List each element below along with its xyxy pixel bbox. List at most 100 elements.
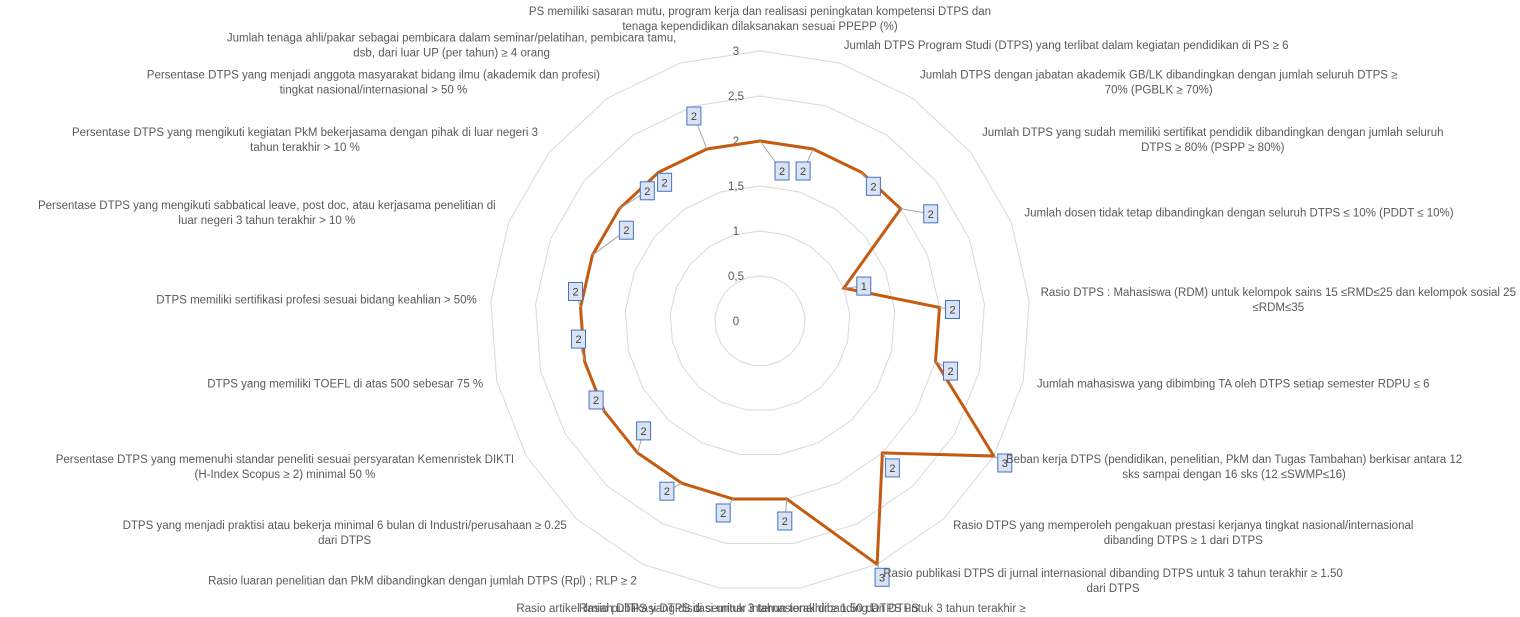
data-label: 2 <box>623 225 629 237</box>
category-label: DTPS memiliki sertifikasi profesi sesuai… <box>156 294 477 306</box>
radial-tick-label: 3 <box>733 46 739 58</box>
category-label-line: 70% (PGBLK ≥ 70%) <box>1105 84 1213 96</box>
data-label-box <box>657 172 673 192</box>
category-label: Jumlah mahasiswa yang dibimbing TA oleh … <box>1037 379 1430 391</box>
series-line <box>578 139 997 568</box>
data-label: 2 <box>662 177 668 189</box>
data-label-box <box>943 361 958 381</box>
category-label: Rasio DTPS : Mahasiswa (RDM) untuk kelom… <box>1041 287 1516 314</box>
data-label: 2 <box>641 426 647 438</box>
data-label: 2 <box>644 186 650 198</box>
data-label-box <box>715 503 731 523</box>
data-label: 2 <box>870 181 876 193</box>
radial-tick-label: 1,5 <box>728 181 744 193</box>
data-label-box <box>874 567 890 587</box>
data-label-box <box>795 161 811 181</box>
category-label-line: sks sampai dengan 16 sks (12 ≤SWMP≤16) <box>1122 469 1346 481</box>
data-label-box <box>659 481 675 501</box>
category-label: Beban kerja DTPS (pendidikan, penelitian… <box>1006 454 1462 481</box>
category-label-line: luar negeri 3 tahun terakhir > 10 % <box>178 215 355 227</box>
data-label: 2 <box>782 516 788 528</box>
radar-grid <box>490 50 1030 589</box>
category-label: Persentase DTPS yang mengikuti sabbatica… <box>38 200 496 227</box>
data-label-box <box>571 329 586 349</box>
category-label-line: DTPS memiliki sertifikasi profesi sesuai… <box>156 294 477 306</box>
data-label: 2 <box>575 334 581 346</box>
category-label: Jumlah dosen tidak tetap dibandingkan de… <box>1024 208 1453 220</box>
category-label-line: dari DTPS <box>318 535 371 547</box>
category-label-line: DTPS yang menjadi praktisi atau bekerja … <box>123 520 567 532</box>
category-label-line: Rasio artikel ilmiah DTPS yang disitasi … <box>516 603 919 615</box>
data-label: 2 <box>800 166 806 178</box>
category-label-line: tahun terakhir > 10 % <box>250 142 360 154</box>
category-label: Rasio luaran penelitian dan PkM dibandin… <box>208 575 637 587</box>
category-label: Rasio artikel ilmiah DTPS yang disitasi … <box>516 603 919 615</box>
data-label: 2 <box>572 287 578 299</box>
category-label-line: Jumlah mahasiswa yang dibimbing TA oleh … <box>1037 379 1430 391</box>
category-labels: PS memiliki sasaran mutu, program kerja … <box>38 6 1516 615</box>
gridline-ring <box>535 95 985 544</box>
category-label: Jumlah DTPS yang sudah memiliki sertifik… <box>982 127 1444 154</box>
category-label-line: PS memiliki sasaran mutu, program kerja … <box>529 6 991 18</box>
category-label: Rasio publikasi DTPS di seminar internas… <box>579 603 1026 615</box>
data-label-box <box>865 176 881 196</box>
category-label-line: Beban kerja DTPS (pendidikan, penelitian… <box>1006 454 1462 466</box>
gridline-ring <box>669 230 851 411</box>
category-label-line: Rasio luaran penelitian dan PkM dibandin… <box>208 575 637 587</box>
data-label: 2 <box>947 366 953 378</box>
data-label-box <box>588 390 604 410</box>
data-label-box <box>774 161 790 181</box>
radial-axis-ticks: 0 0,5 1 1,5 2 2,5 3 <box>728 46 744 328</box>
category-label-line: dsb, dari luar UP (per tahun) ≥ 4 orang <box>353 48 550 60</box>
data-label: 2 <box>720 508 726 520</box>
category-label-line: Jumlah tenaga ahli/pakar sebagai pembica… <box>227 33 676 45</box>
gridline-ring <box>490 50 1030 589</box>
data-label-box <box>923 204 939 224</box>
category-label-line: Jumlah DTPS Program Studi (DTPS) yang te… <box>844 40 1289 52</box>
category-label: Persentase DTPS yang menjadi anggota mas… <box>147 69 600 96</box>
radial-tick-label: 0,5 <box>728 271 744 283</box>
category-label-line: DTPS ≥ 80% (PSPP ≥ 80%) <box>1141 142 1285 154</box>
category-label-line: (H-Index Scopus ≥ 2) minimal 50 % <box>195 469 376 481</box>
radial-tick-label: 0 <box>733 316 739 328</box>
data-series <box>578 139 997 568</box>
category-label-line: dari DTPS <box>1086 583 1139 595</box>
data-label-box <box>945 300 960 319</box>
data-label-box <box>568 282 583 301</box>
category-label-line: tingkat nasional/internasional > 50 % <box>280 84 468 96</box>
category-label-line: Jumlah dosen tidak tetap dibandingkan de… <box>1024 208 1453 220</box>
category-label: PS memiliki sasaran mutu, program kerja … <box>529 6 991 33</box>
data-label: 2 <box>664 486 670 498</box>
category-label-line: ≤RDM≤35 <box>1252 302 1304 314</box>
data-label: 1 <box>861 281 867 293</box>
category-label: Jumlah tenaga ahli/pakar sebagai pembica… <box>227 33 676 60</box>
category-label-line: Jumlah DTPS yang sudah memiliki sertifik… <box>982 127 1444 139</box>
category-label-line: DTPS yang memiliki TOEFL di atas 500 seb… <box>207 379 483 391</box>
category-label-line: dibanding DTPS ≥ 1 dari DTPS <box>1104 535 1263 547</box>
category-label-line: Jumlah DTPS dengan jabatan akademik GB/L… <box>920 69 1397 81</box>
category-label: Jumlah DTPS dengan jabatan akademik GB/L… <box>920 69 1397 96</box>
radial-tick-label: 1 <box>733 226 739 238</box>
data-label-box <box>777 511 793 531</box>
category-label-line: Rasio DTPS : Mahasiswa (RDM) untuk kelom… <box>1041 287 1516 299</box>
data-label: 3 <box>879 572 885 584</box>
category-label-line: Rasio publikasi DTPS di jurnal internasi… <box>883 568 1343 580</box>
category-label: Persentase DTPS yang memenuhi standar pe… <box>56 454 514 481</box>
data-label-box <box>856 276 872 296</box>
category-label: Rasio DTPS yang memperoleh pengakuan pre… <box>953 520 1413 547</box>
data-label-box <box>618 220 634 240</box>
data-label-box <box>997 453 1013 473</box>
data-label-box <box>636 421 652 441</box>
radial-tick-label: 2,5 <box>728 91 744 103</box>
gridline-ring <box>714 275 806 366</box>
data-label: 2 <box>593 395 599 407</box>
category-label: DTPS yang menjadi praktisi atau bekerja … <box>123 520 567 547</box>
data-label-box <box>686 106 702 126</box>
data-label: 2 <box>928 209 934 221</box>
category-label-line: Rasio publikasi DTPS di seminar internas… <box>579 603 1026 615</box>
data-label: 2 <box>691 111 697 123</box>
data-label: 2 <box>779 166 785 178</box>
radial-tick-label: 2 <box>733 136 739 148</box>
